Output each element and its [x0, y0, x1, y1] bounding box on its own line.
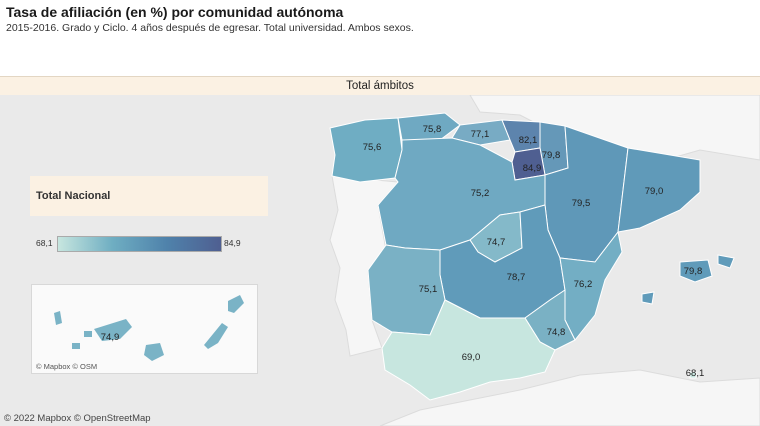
legend-color-bar — [57, 236, 222, 252]
legend-max: 84,9 — [224, 238, 241, 248]
canary-islands-inset[interactable]: 74,9 © Mapbox © OSM — [31, 284, 258, 374]
chart-title: Tasa de afiliación (en %) por comunidad … — [6, 4, 344, 20]
legend-min: 68,1 — [36, 238, 53, 248]
label-aragon: 79,5 — [572, 198, 591, 209]
region-baleares[interactable] — [641, 254, 735, 305]
panel-header: Total ámbitos — [0, 76, 760, 96]
island-el-hierro[interactable] — [72, 343, 80, 349]
label-ceuta-melilla: 68,1 — [686, 368, 705, 379]
label-murcia: 74,8 — [547, 327, 566, 338]
region-ceuta-melilla[interactable] — [689, 371, 697, 379]
label-castilla-leon: 75,2 — [471, 188, 490, 199]
island-lanzarote[interactable] — [228, 295, 244, 313]
island-gran-canaria[interactable] — [144, 343, 164, 361]
label-valenciana: 76,2 — [574, 279, 593, 290]
region-cantabria[interactable] — [451, 119, 511, 146]
label-canarias: 74,9 — [101, 332, 120, 343]
island-gomera[interactable] — [84, 331, 92, 337]
map-attribution[interactable]: © 2022 Mapbox © OpenStreetMap — [4, 413, 151, 424]
label-galicia: 75,6 — [363, 142, 382, 153]
region-valenciana[interactable] — [559, 230, 623, 341]
label-cantabria: 77,1 — [471, 129, 490, 140]
label-la-rioja: 84,9 — [523, 163, 542, 174]
region-andalucia[interactable] — [381, 299, 556, 401]
legend-box: Total Nacional — [30, 176, 268, 216]
canary-svg: 74,9 — [54, 295, 244, 361]
region-navarra[interactable] — [539, 121, 569, 176]
label-navarra: 79,8 — [542, 150, 561, 161]
chart-subtitle: 2015-2016. Grado y Ciclo. 4 años después… — [6, 22, 414, 34]
map-svg[interactable]: 75,6 75,8 77,1 82,1 79,8 84,9 75,2 79,5 … — [0, 95, 760, 426]
label-baleares: 79,8 — [684, 266, 703, 277]
label-asturias: 75,8 — [423, 124, 442, 135]
map-area[interactable]: 75,6 75,8 77,1 82,1 79,8 84,9 75,2 79,5 … — [0, 95, 760, 426]
legend-title: Total Nacional — [36, 190, 111, 202]
canary-attribution[interactable]: © Mapbox © OSM — [36, 362, 98, 371]
label-andalucia: 69,0 — [462, 352, 481, 363]
island-la-palma[interactable] — [54, 311, 62, 325]
label-extremadura: 75,1 — [419, 284, 438, 295]
label-pais-vasco: 82,1 — [519, 135, 538, 146]
island-fuerteventura[interactable] — [204, 323, 228, 349]
label-madrid: 74,7 — [487, 237, 506, 248]
island-tenerife[interactable] — [94, 319, 132, 341]
region-asturias[interactable] — [397, 112, 461, 141]
land-africa — [379, 369, 760, 426]
label-cataluna: 79,0 — [645, 186, 664, 197]
label-castilla-la-mancha: 78,7 — [507, 272, 526, 283]
